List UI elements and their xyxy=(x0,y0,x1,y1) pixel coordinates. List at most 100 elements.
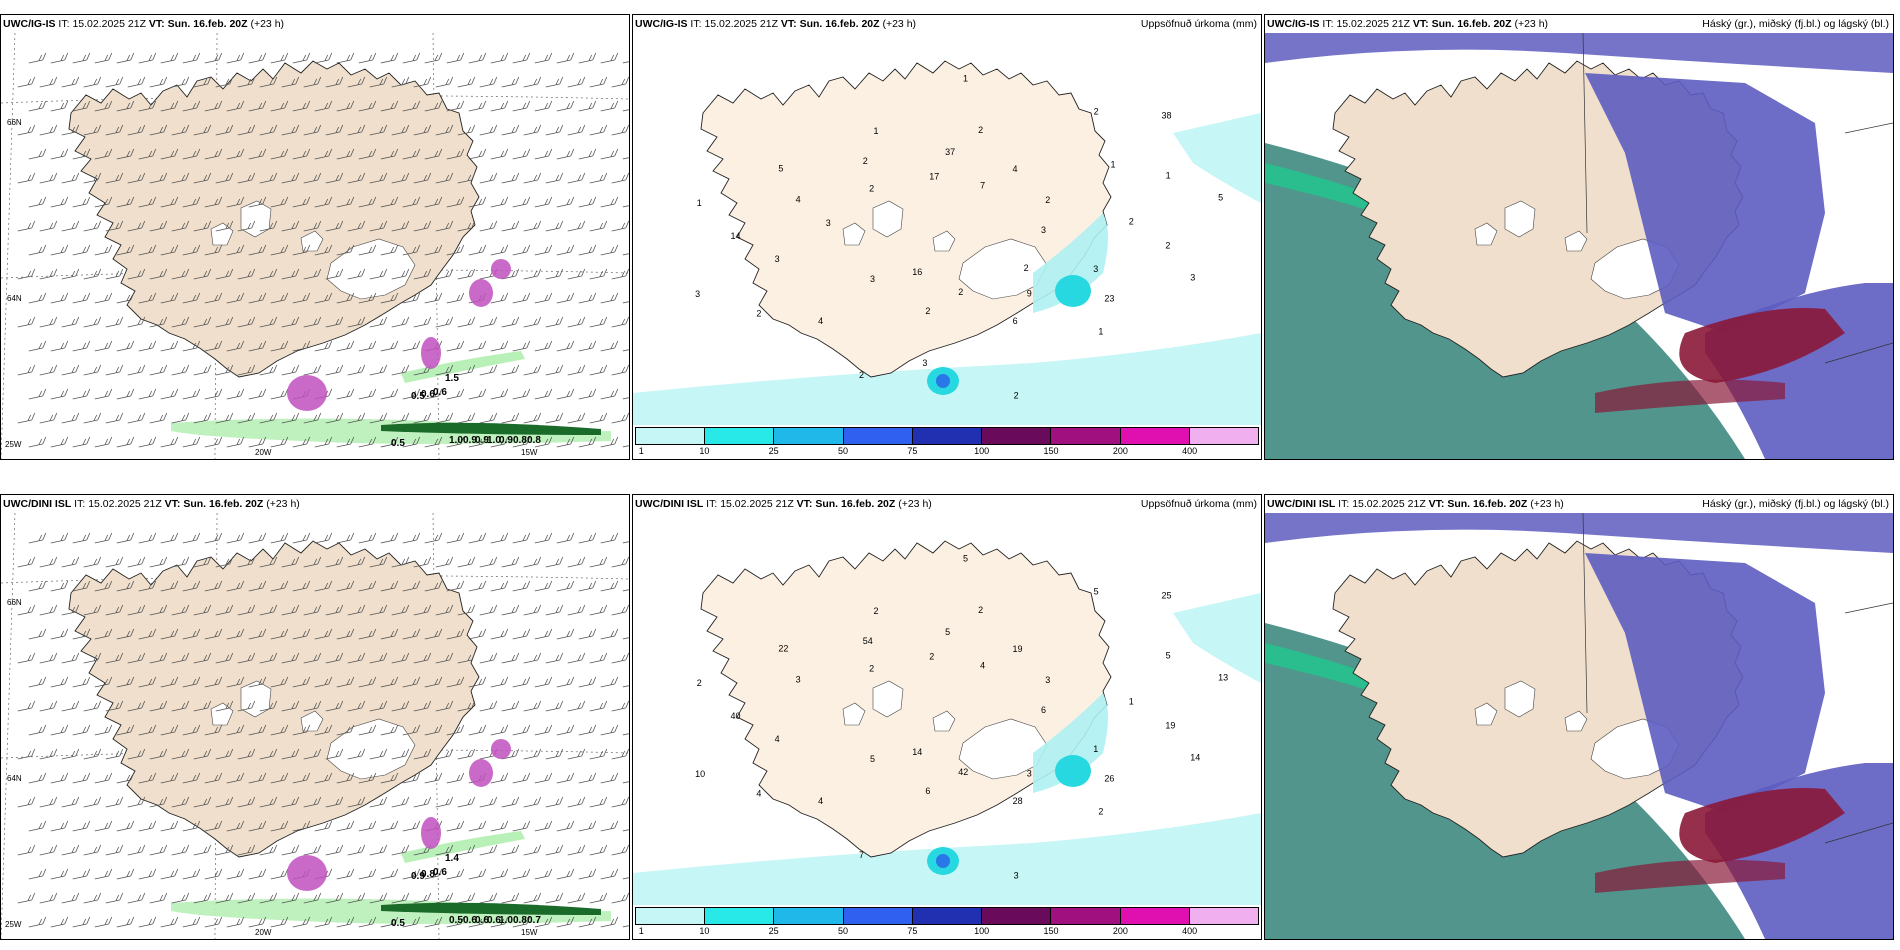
wind-barb xyxy=(611,268,629,280)
wind-barb xyxy=(149,316,168,328)
wind-barb xyxy=(468,628,487,640)
wind-barb xyxy=(292,196,311,208)
wind-barb xyxy=(336,820,355,832)
wind-barb xyxy=(556,292,575,304)
precip-amount-label: 2 xyxy=(1094,107,1099,117)
wind-barb xyxy=(171,892,190,904)
wind-barb xyxy=(622,781,629,784)
wind-barb xyxy=(303,412,322,424)
wind-barb xyxy=(314,100,333,112)
precip-amount-label: 1 xyxy=(1093,744,1098,754)
latitude-line xyxy=(1844,122,1893,134)
wind-barb xyxy=(270,292,289,304)
wind-barb xyxy=(127,796,146,808)
wind-barb xyxy=(171,316,190,328)
wind-barb xyxy=(534,196,553,208)
wind-precip-band xyxy=(401,351,525,383)
wind-barb xyxy=(182,100,201,112)
wind-barb xyxy=(567,796,586,808)
wind-barb xyxy=(578,196,597,208)
wind-barb xyxy=(468,916,487,928)
wind-barb xyxy=(424,772,443,784)
wind-barb xyxy=(204,388,223,400)
wind-barb xyxy=(226,388,245,400)
wind-barb xyxy=(149,604,168,616)
wind-barb xyxy=(204,724,223,736)
wind-barb xyxy=(138,868,157,880)
wind-barb xyxy=(391,748,410,760)
wind-barb xyxy=(281,844,300,856)
wind-barb xyxy=(457,412,476,424)
wind-barb xyxy=(281,172,300,184)
wind-barb xyxy=(28,388,47,400)
wind-barb xyxy=(468,820,487,832)
wind-barb xyxy=(391,796,410,808)
wind-barb xyxy=(336,292,355,304)
wind-barb xyxy=(116,100,135,112)
wind-barb xyxy=(523,316,542,328)
glacier-area xyxy=(300,710,324,732)
wind-barb xyxy=(83,412,102,424)
wind-barb xyxy=(127,556,146,568)
scale-swatch xyxy=(912,428,983,444)
wind-speed-label: 0.5 xyxy=(411,391,425,402)
wind-barb xyxy=(182,676,201,688)
wind-barb xyxy=(149,268,168,280)
wind-barb xyxy=(402,724,421,736)
wind-barb xyxy=(248,628,267,640)
wind-barb xyxy=(523,700,542,712)
wind-map: 0.5 0.5 0.60.60.61.0 0.8 0.70.90.80.61.466N6… xyxy=(1,513,629,939)
wind-barb xyxy=(28,436,47,448)
wind-barb xyxy=(402,628,421,640)
wind-barb xyxy=(325,604,344,616)
wind-barb xyxy=(490,580,509,592)
wind-barb xyxy=(391,268,410,280)
wind-barb xyxy=(435,652,454,664)
wind-barb xyxy=(215,604,234,616)
wind-barb xyxy=(545,364,564,376)
convection-area xyxy=(469,279,493,307)
wind-barb xyxy=(160,580,179,592)
wind-barb xyxy=(380,52,399,64)
wind-barb xyxy=(358,628,377,640)
scale-tick-label: 75 xyxy=(907,446,918,456)
wind-barb xyxy=(248,724,267,736)
wind-barb xyxy=(589,268,608,280)
precip-amount-label: 3 xyxy=(1190,273,1195,283)
wind-barb xyxy=(380,100,399,112)
wind-barb xyxy=(369,604,388,616)
wind-barb xyxy=(578,100,597,112)
wind-barb xyxy=(94,628,113,640)
wind-barb xyxy=(402,244,421,256)
wind-barb xyxy=(259,364,278,376)
wind-speed-label: 0.6 xyxy=(487,915,501,926)
graticule xyxy=(1582,33,1893,364)
wind-barb xyxy=(611,76,629,88)
wind-barb xyxy=(204,100,223,112)
precip-amount-label: 54 xyxy=(863,636,873,646)
wind-barb xyxy=(578,580,597,592)
glacier-area xyxy=(1474,702,1498,726)
wind-barb xyxy=(204,52,223,64)
wind-barb xyxy=(479,892,498,904)
convection-area xyxy=(491,739,511,759)
wind-barb xyxy=(182,148,201,160)
wind-barb xyxy=(193,652,212,664)
wind-barb xyxy=(446,52,465,64)
wind-barb xyxy=(116,580,135,592)
scale-tick-label: 50 xyxy=(837,446,849,456)
wind-barb xyxy=(138,772,157,784)
wind-barb xyxy=(556,868,575,880)
wind-barb xyxy=(600,340,619,352)
wind-barb xyxy=(50,100,69,112)
wind-barb xyxy=(160,868,179,880)
wind-barb xyxy=(479,316,498,328)
mid-cloud-area xyxy=(1585,553,1825,813)
wind-barb xyxy=(347,268,366,280)
wind-barb xyxy=(545,220,564,232)
wind-barb xyxy=(94,436,113,448)
wind-barb xyxy=(468,100,487,112)
wind-barb xyxy=(501,172,520,184)
wind-barb xyxy=(622,205,629,208)
wind-barb xyxy=(314,820,333,832)
